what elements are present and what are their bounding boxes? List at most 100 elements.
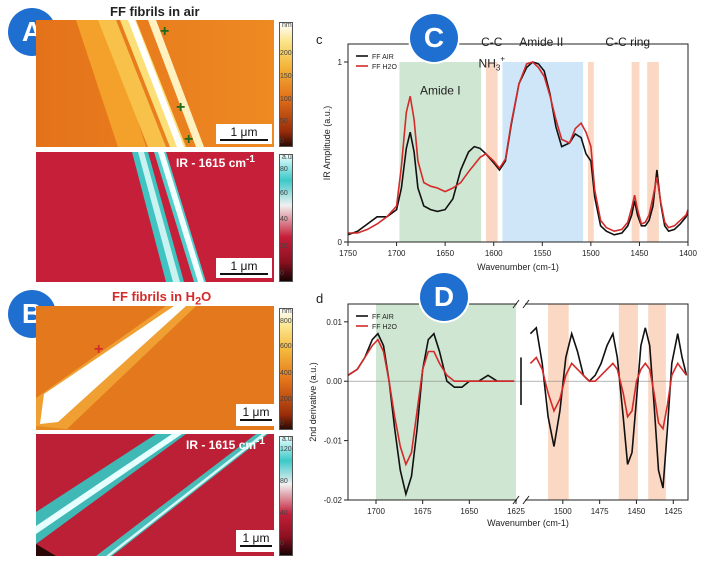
panel-d-letter: d [316,291,324,306]
panel-a-ir-colorbar-unit: a.u. [282,154,294,161]
chart-c-series-air [347,61,689,236]
panel-b-ir-colorbar-unit: a.u. [282,436,294,443]
panel-a-title: FF fibrils in air [110,4,200,19]
chart-c-band [502,62,584,242]
panel-a-ir-tick: 60 [280,190,288,197]
panel-a-afm-tick: 0 [280,138,284,145]
chart-c-y-axis-label: IR Amplitude (a.u.) [322,106,332,181]
panel-c-letter: c [316,32,323,47]
panel-a-ir-tick: 20 [280,243,288,250]
panel-a-ir-label: IR - 1615 cm-1 [176,154,255,170]
marker-plus-3: + [184,131,193,147]
panel-a-ir-tick: 0 [280,270,284,277]
chart-c-legend-label: FF AIR [372,54,394,61]
panel-b-ir-tick: 0 [280,540,284,547]
chart-c-x-tick-label: 1550 [533,249,551,258]
panel-b-afm-colorbar-unit: nm [282,308,292,315]
chart-d-band [618,304,638,500]
chart-d-x-tick-label: 1500 [554,507,572,516]
chart-c-band [647,62,659,242]
annotation-nh3: NH3+ [479,54,506,72]
panel-d-badge: D [420,273,468,321]
chart-d-y-tick-label: -0.01 [324,437,343,446]
chart-c-x-tick-label: 1600 [485,249,503,258]
chart-d-y-tick-label: -0.02 [324,496,343,505]
panel-b-ir-scale-bar: 1 μm [236,530,274,552]
chart-c-x-axis-label: Wavenumber (cm-1) [477,262,559,272]
panel-b-afm-colorbar [279,308,293,430]
panel-b-ir-label: IR - 1615 cm-1 [186,436,265,452]
chart-d-axis-break-bottom-gap [517,496,525,504]
chart-d-x-tick-label: 1675 [414,507,432,516]
panel-b-ir-tick: 120 [280,446,292,453]
annotation-c-c: C-C [481,35,503,49]
panel-b-ir-fibril [36,434,268,556]
chart-d-x-tick-label: 1625 [507,507,525,516]
chart-d-y-tick-label: 0.00 [326,377,342,386]
panel-a-afm-scale-bar: 1 μm [216,124,272,144]
panel-a-afm-colorbar [279,22,293,147]
panel-b-afm-tick: 200 [280,396,292,403]
chart-c-frame [347,43,689,243]
panel-a-afm-tick: 150 [280,73,292,80]
chart-d-axis-break-slash [522,299,530,309]
chart-c-x-tick-label: 1400 [679,249,697,258]
marker-plus-2: + [176,99,185,116]
panel-a-afm-tick: 100 [280,96,292,103]
chart-c-x-tick-label: 1700 [388,249,406,258]
chart-d-x-tick-label: 1700 [367,507,385,516]
panel-a-ir-tick: 80 [280,166,288,173]
panel-a-afm-fibrils: + + + [76,20,204,147]
panel-b-title: FF fibrils in H2O [112,289,212,308]
panel-b-afm-tick: 400 [280,370,292,377]
panel-a-ir-tick: 40 [280,216,288,223]
chart-d-series-h2o-seg1 [347,338,515,467]
chart-d-y-axis-label: 2nd derivative (a.u.) [308,362,318,442]
panel-a-afm-tick: 200 [280,50,292,57]
chart-d-x-axis-label: Wavenumber (cm-1) [487,518,569,528]
chart-c-x-tick-label: 1450 [631,249,649,258]
marker-plus-b: + [94,341,103,358]
chart-d-legend-label: FF AIR [372,314,394,321]
chart-d-x-tick-label: 1475 [591,507,609,516]
panel-b-afm-fibril: + [36,306,196,430]
panel-b-ir-tick: 80 [280,478,288,485]
second-derivative-chart: 1700 1675 1650 1625 1500 1475 1450 1425 -0.02 -0.… [308,299,689,528]
annotation-amide-ii: Amide II [519,35,563,49]
chart-d-axis-break-slash [522,495,530,505]
panel-b-ir-colorbar [279,436,293,556]
chart-d-x-tick-label: 1425 [664,507,682,516]
panel-b-afm-image: + 1 μm [36,306,274,430]
panel-c-badge: C [410,14,458,62]
panel-a-ir-colorbar [279,154,293,282]
annotation-c-c-ring: C-C ring [605,35,650,49]
chart-c-y-tick-label: 1 [338,58,343,67]
chart-c-y-tick-label: 0 [338,238,343,247]
annotation-amide-i: Amide I [420,83,461,97]
chart-d-axis-break-slash [512,299,520,309]
chart-d-series-h2o-seg2 [529,356,688,431]
chart-c-x-tick-label: 1750 [339,249,357,258]
panel-a-afm-tick: 50 [280,118,288,125]
chart-d-axis-break-top-gap [517,300,525,308]
chart-c-x-tick-label: 1650 [436,249,454,258]
panel-a-ir-image: IR - 1615 cm-1 1 μm [36,152,274,282]
chart-c-band [485,62,498,242]
ir-spectrum-chart: 1750 1700 1650 1600 1550 1500 1450 1400 0 1 Wavenu… [322,35,697,272]
chart-d-band [648,304,666,500]
panel-a-ir-fibrils [132,152,206,282]
marker-plus-1: + [160,23,169,40]
panel-b-afm-scale-bar: 1 μm [236,404,274,426]
panel-a-afm-image: + + + 1 μm [36,20,274,147]
chart-d-x-tick-label: 1650 [460,507,478,516]
panel-b-afm-tick: 0 [280,420,284,427]
chart-d-x-tick-label: 1450 [628,507,646,516]
panel-a-afm-colorbar-unit: nm [282,22,292,29]
chart-d-series-air-seg2 [529,326,688,489]
chart-c-band [399,62,482,242]
panel-b-ir-image: IR - 1615 cm-1 1 μm [36,434,274,556]
chart-d-legend-label: FF H2O [372,324,397,331]
chart-c-x-tick-label: 1500 [582,249,600,258]
panel-b-afm-tick: 600 [280,343,292,350]
chart-c-series-h2o [348,61,689,234]
